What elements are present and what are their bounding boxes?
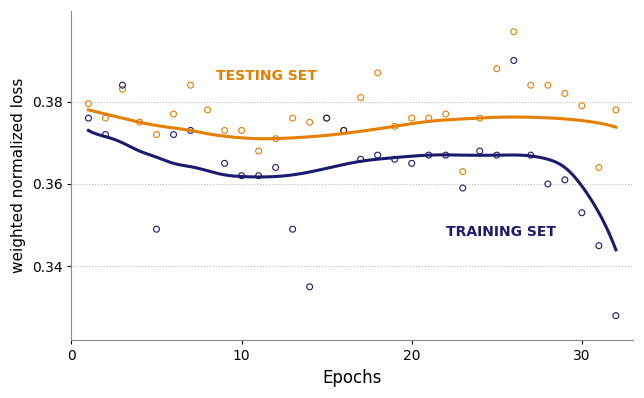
Point <box>339 127 349 134</box>
Point <box>406 160 417 166</box>
Point <box>440 152 451 158</box>
Point <box>576 210 587 216</box>
Point <box>390 156 400 162</box>
Point <box>475 148 485 154</box>
Point <box>355 156 366 162</box>
Point <box>458 185 468 191</box>
Point <box>543 181 553 187</box>
Point <box>560 90 570 97</box>
Point <box>355 94 366 101</box>
Point <box>424 152 434 158</box>
Point <box>254 172 264 179</box>
Point <box>185 82 196 88</box>
Point <box>406 115 417 121</box>
Point <box>168 111 178 117</box>
Point <box>372 70 383 76</box>
Point <box>220 160 230 166</box>
Point <box>491 66 502 72</box>
Point <box>287 226 298 232</box>
Point <box>321 115 332 121</box>
Y-axis label: weighted normalized loss: weighted normalized loss <box>11 78 26 273</box>
Point <box>611 107 621 113</box>
Point <box>339 127 349 134</box>
Point <box>305 284 315 290</box>
Point <box>560 177 570 183</box>
Point <box>117 82 128 88</box>
Point <box>509 29 519 35</box>
Point <box>185 127 196 134</box>
Point <box>100 131 111 138</box>
Point <box>117 86 128 92</box>
Point <box>135 119 145 125</box>
Point <box>236 127 247 134</box>
Point <box>168 131 178 138</box>
Point <box>220 127 230 134</box>
Point <box>83 115 93 121</box>
Point <box>594 242 604 249</box>
Point <box>594 164 604 171</box>
Point <box>491 152 502 158</box>
Text: TESTING SET: TESTING SET <box>216 69 317 83</box>
Point <box>543 82 553 88</box>
Point <box>526 82 536 88</box>
Point <box>526 152 536 158</box>
Point <box>440 111 451 117</box>
Point <box>100 115 111 121</box>
Point <box>372 152 383 158</box>
Point <box>83 101 93 107</box>
Point <box>390 123 400 129</box>
Text: TRAINING SET: TRAINING SET <box>446 225 556 239</box>
Point <box>458 168 468 175</box>
Point <box>236 172 247 179</box>
Point <box>270 135 281 142</box>
Point <box>611 312 621 319</box>
X-axis label: Epochs: Epochs <box>323 369 382 387</box>
Point <box>254 148 264 154</box>
Point <box>509 57 519 64</box>
Point <box>576 103 587 109</box>
Point <box>305 119 315 125</box>
Point <box>270 164 281 171</box>
Point <box>321 115 332 121</box>
Point <box>475 115 485 121</box>
Point <box>151 226 162 232</box>
Point <box>151 131 162 138</box>
Point <box>202 107 213 113</box>
Point <box>287 115 298 121</box>
Point <box>424 115 434 121</box>
